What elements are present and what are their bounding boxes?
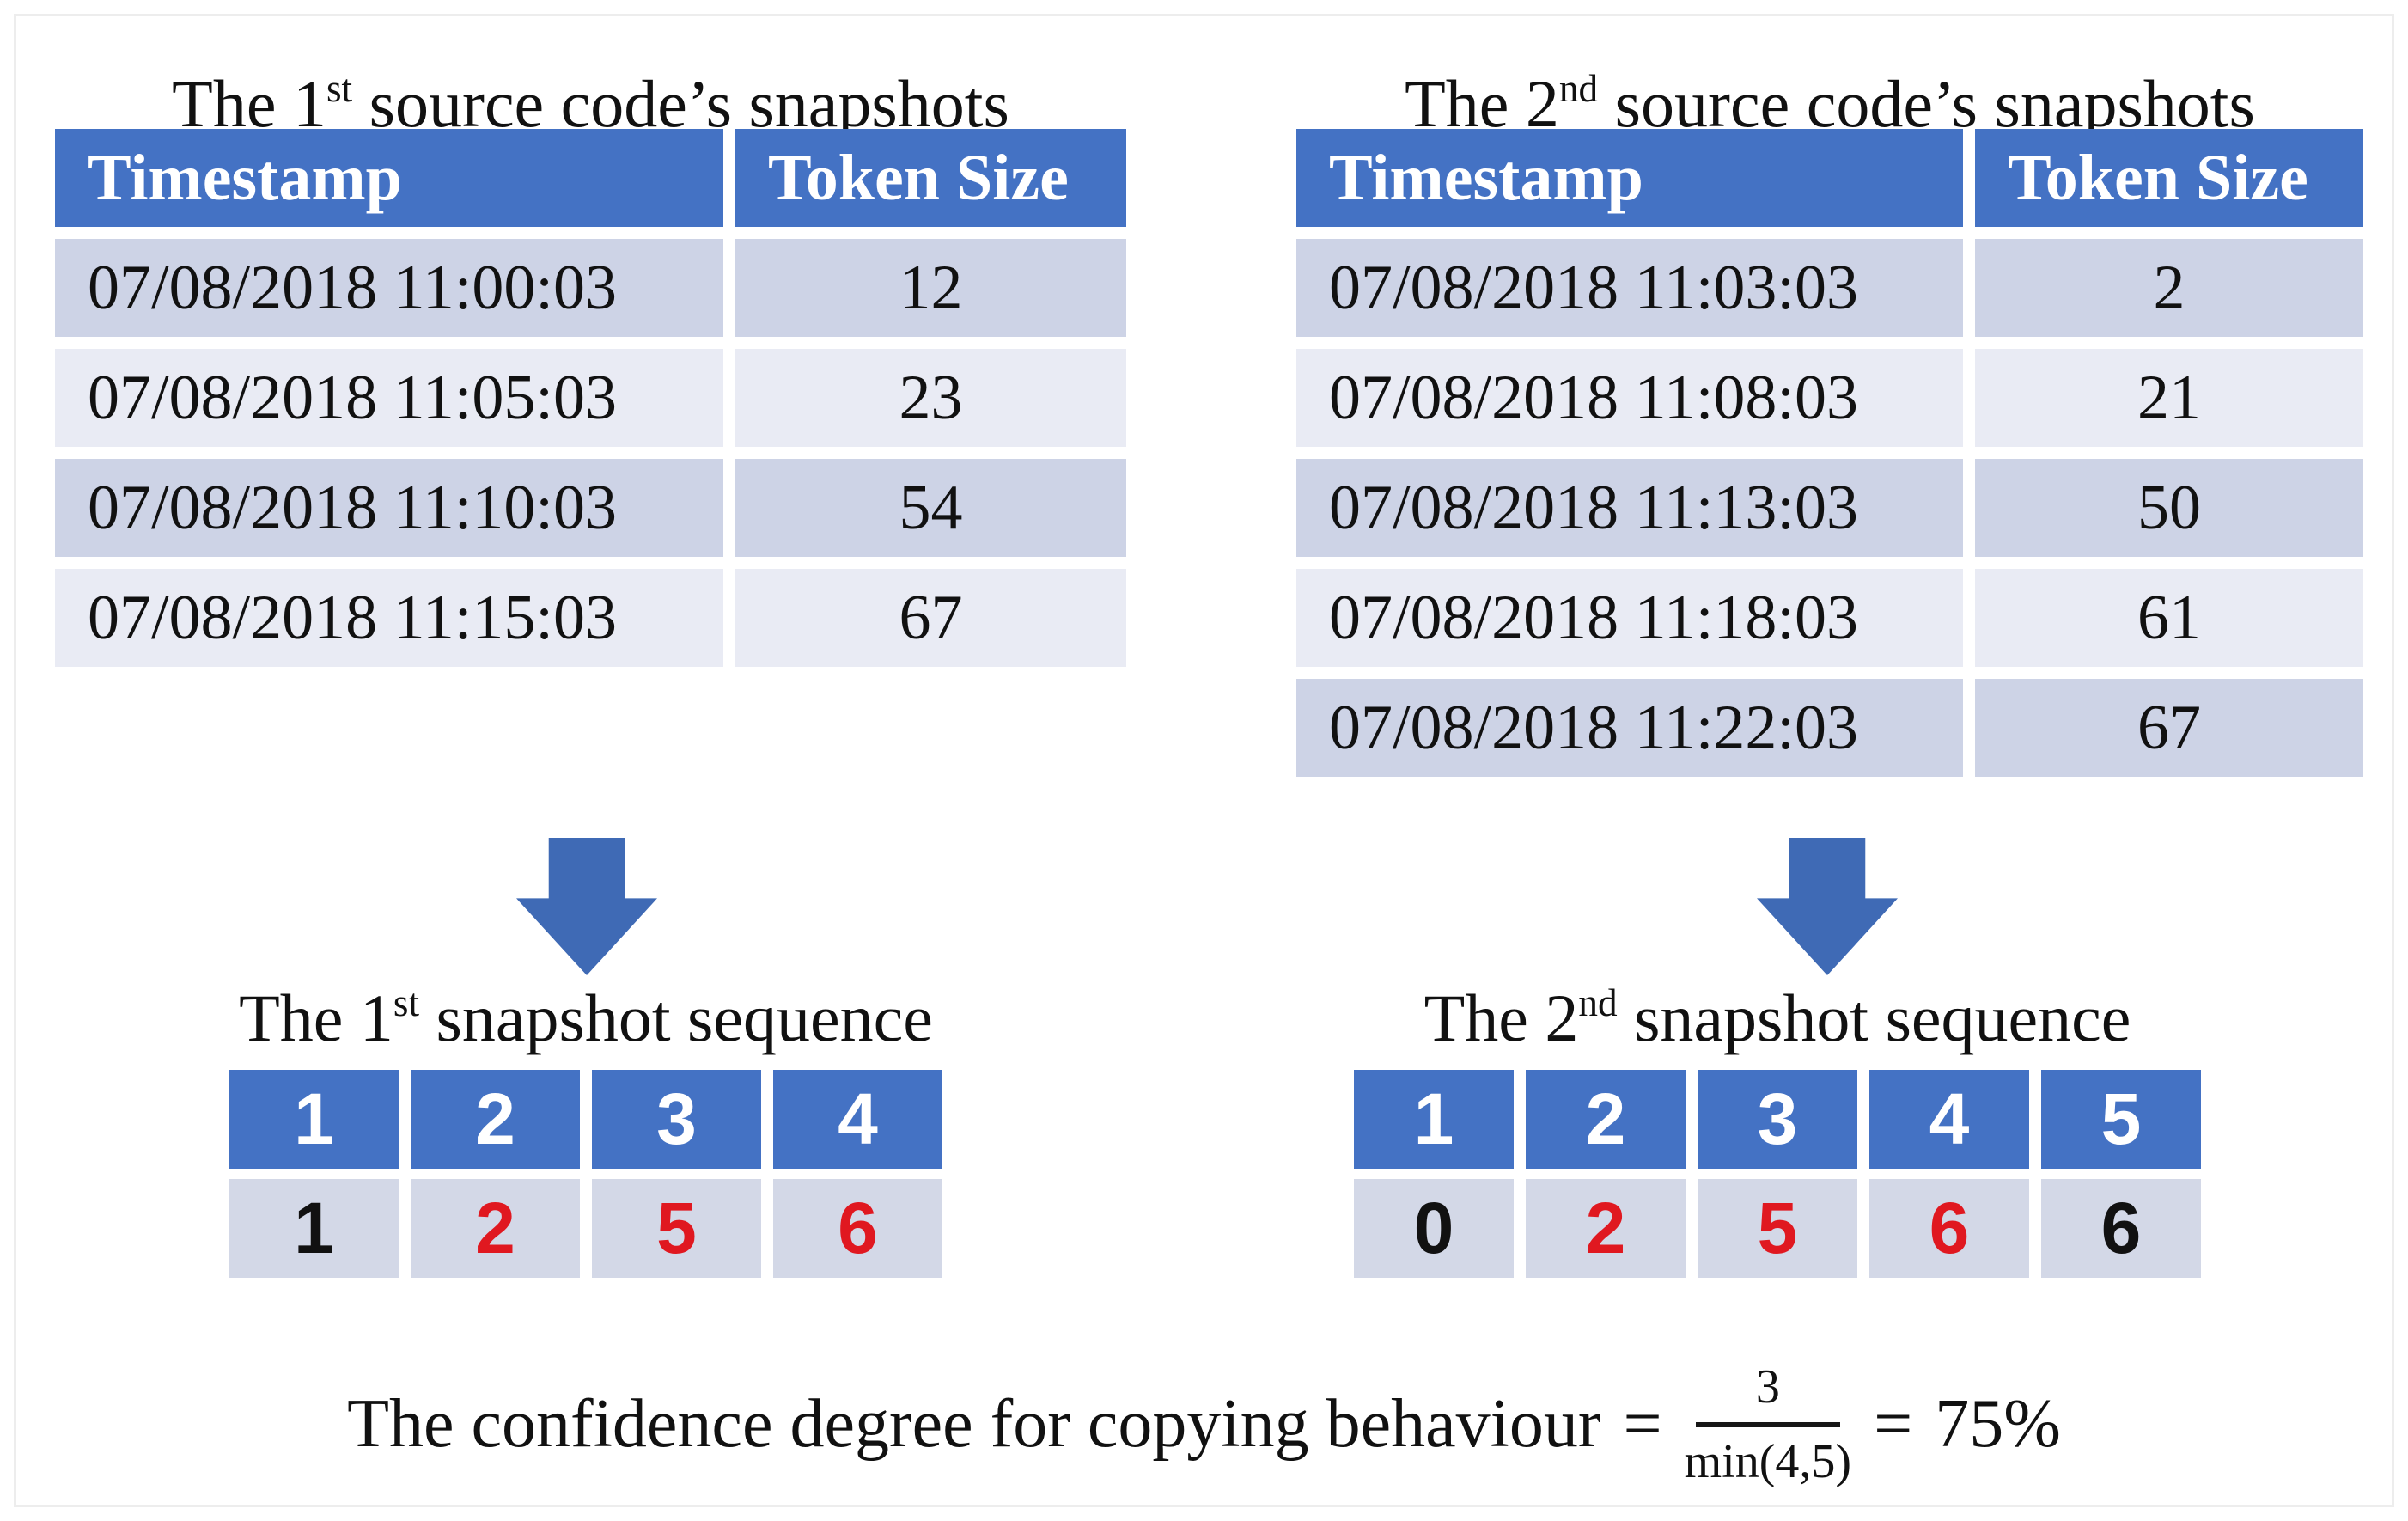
right-row3-token-size: 50: [1975, 459, 2363, 557]
right-seq-value-4: 6: [1869, 1179, 2029, 1278]
right-seq-index-2: 2: [1526, 1070, 1686, 1169]
right-row4-token-size: 61: [1975, 569, 2363, 667]
left-row2-token-size: 23: [735, 349, 1126, 447]
right-sequence-title-ordinal: nd: [1578, 980, 1618, 1024]
right-header-token-size: Token Size: [1975, 129, 2363, 227]
formula-fraction: 3 min(4,5): [1685, 1359, 1851, 1489]
right-seq-index-5: 5: [2041, 1070, 2201, 1169]
right-seq-value-3: 5: [1698, 1179, 1857, 1278]
left-seq-value-4: 6: [773, 1179, 942, 1278]
left-row4-token-size: 67: [735, 569, 1126, 667]
left-sequence-table: 1 2 3 4 1 2 5 6: [229, 1070, 942, 1278]
right-row1-timestamp: 07/08/2018 11:03:03: [1296, 239, 1963, 337]
right-seq-index-1: 1: [1354, 1070, 1514, 1169]
formula-equals-sign: =: [1623, 1386, 1662, 1462]
right-row2-timestamp: 07/08/2018 11:08:03: [1296, 349, 1963, 447]
right-snapshots-title: The 2nd source code’s snapshots: [1296, 67, 2363, 141]
right-snapshots-title-suffix: source code’s snapshots: [1598, 66, 2255, 141]
left-snapshots-title-prefix: The 1: [172, 66, 326, 141]
right-sequence-title-prefix: The 2: [1423, 980, 1579, 1055]
right-seq-value-5: 6: [2041, 1179, 2201, 1278]
left-sequence-title-suffix: snapshot sequence: [419, 980, 933, 1055]
right-header-timestamp: Timestamp: [1296, 129, 1963, 227]
left-sequence-title-ordinal: st: [393, 980, 420, 1024]
left-row2-timestamp: 07/08/2018 11:05:03: [55, 349, 723, 447]
formula-result-equals-sign: =: [1874, 1386, 1913, 1462]
fraction-bar: [1695, 1421, 1840, 1427]
formula-result: 75%: [1935, 1386, 2061, 1462]
down-arrow-icon: [1757, 838, 1898, 975]
right-snapshots-title-ordinal: nd: [1558, 66, 1599, 110]
right-row4-timestamp: 07/08/2018 11:18:03: [1296, 569, 1963, 667]
left-row3-timestamp: 07/08/2018 11:10:03: [55, 459, 723, 557]
left-header-token-size: Token Size: [735, 129, 1126, 227]
left-seq-index-1: 1: [229, 1070, 399, 1169]
left-seq-index-4: 4: [773, 1070, 942, 1169]
right-seq-value-1: 0: [1354, 1179, 1514, 1278]
right-row5-token-size: 67: [1975, 679, 2363, 777]
right-row2-token-size: 21: [1975, 349, 2363, 447]
right-sequence-title: The 2nd snapshot sequence: [1354, 981, 2201, 1055]
formula-denominator: min(4,5): [1684, 1434, 1852, 1488]
down-arrow-icon: [516, 838, 657, 975]
left-snapshots-title: The 1st source code’s snapshots: [55, 67, 1126, 141]
left-header-timestamp: Timestamp: [55, 129, 723, 227]
left-seq-index-3: 3: [592, 1070, 761, 1169]
right-seq-value-2: 2: [1526, 1179, 1686, 1278]
left-seq-index-2: 2: [411, 1070, 580, 1169]
left-snapshots-title-ordinal: st: [326, 66, 353, 110]
left-seq-value-2: 2: [411, 1179, 580, 1278]
right-snapshots-table: Timestamp Token Size 07/08/2018 11:03:03…: [1296, 129, 2363, 777]
left-seq-value-1: 1: [229, 1179, 399, 1278]
right-seq-index-4: 4: [1869, 1070, 2029, 1169]
right-row3-timestamp: 07/08/2018 11:13:03: [1296, 459, 1963, 557]
left-row3-token-size: 54: [735, 459, 1126, 557]
right-sequence-table: 1 2 3 4 5 0 2 5 6 6: [1354, 1070, 2201, 1278]
left-sequence-title: The 1st snapshot sequence: [229, 981, 942, 1055]
right-row5-timestamp: 07/08/2018 11:22:03: [1296, 679, 1963, 777]
left-row1-token-size: 12: [735, 239, 1126, 337]
right-seq-index-3: 3: [1698, 1070, 1857, 1169]
left-snapshots-title-suffix: source code’s snapshots: [352, 66, 1009, 141]
formula-numerator: 3: [1755, 1360, 1780, 1414]
left-sequence-title-prefix: The 1: [239, 980, 393, 1055]
right-sequence-title-suffix: snapshot sequence: [1617, 980, 2131, 1055]
left-seq-value-3: 5: [592, 1179, 761, 1278]
right-row1-token-size: 2: [1975, 239, 2363, 337]
confidence-formula: The confidence degree for copying behavi…: [0, 1336, 2408, 1512]
formula-lhs-text: The confidence degree for copying behavi…: [347, 1386, 1601, 1462]
left-row1-timestamp: 07/08/2018 11:00:03: [55, 239, 723, 337]
right-snapshots-title-prefix: The 2: [1405, 66, 1559, 141]
left-row4-timestamp: 07/08/2018 11:15:03: [55, 569, 723, 667]
left-snapshots-table: Timestamp Token Size 07/08/2018 11:00:03…: [55, 129, 1126, 667]
